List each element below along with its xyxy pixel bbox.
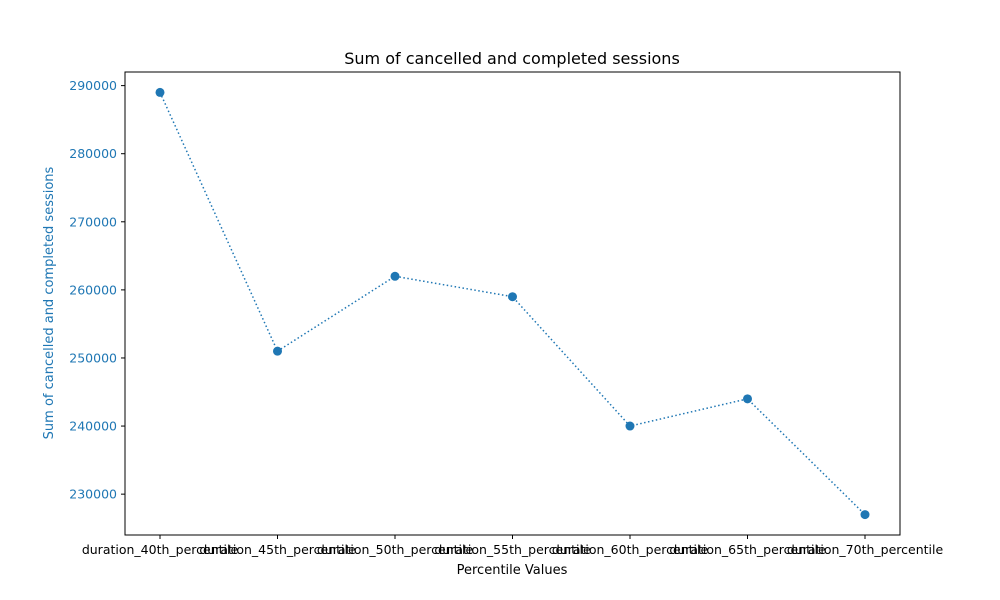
x-tick-label: duration_65th_percentile [669,542,826,557]
data-point [273,346,282,356]
x-tick-label: duration_70th_percentile [787,542,944,557]
y-tick-label: 290000 [69,78,117,93]
x-tick-label: duration_60th_percentile [552,542,709,557]
data-point [390,271,400,281]
x-axis-label: Percentile Values [457,563,568,578]
x-tick-label: duration_50th_percentile [317,542,474,557]
y-tick-label: 280000 [69,146,117,161]
y-tick-label: 240000 [69,419,117,434]
x-tick-label: duration_40th_percentile [82,542,239,557]
data-point [508,292,517,302]
x-tick-label: duration_55th_percentile [434,542,591,557]
data-point [625,421,635,431]
y-tick-label: 250000 [69,350,117,365]
series-layer [155,87,870,520]
chart-title: Sum of cancelled and completed sessions [344,49,680,68]
x-axis: duration_40th_percentileduration_45th_pe… [82,535,944,557]
data-point [743,394,752,404]
y-tick-label: 260000 [69,282,117,297]
y-tick-label: 270000 [69,214,117,229]
y-tick-label: 230000 [69,487,117,502]
data-point [155,87,165,97]
data-point [860,510,870,520]
y-axis: 230000 240000 250000 260000 270000 280000 2900… [69,78,125,502]
y-axis-label: Sum of cancelled and completed sessions [42,166,57,439]
x-tick-label: duration_45th_percentile [199,542,356,557]
